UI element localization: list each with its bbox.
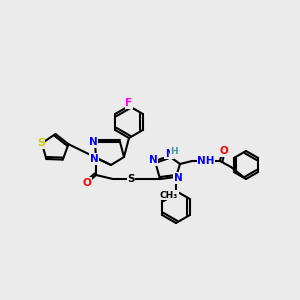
Text: CH₃: CH₃ <box>160 190 178 200</box>
Text: S: S <box>127 174 135 184</box>
Text: F: F <box>125 98 133 108</box>
Text: NH: NH <box>197 156 215 166</box>
Text: O: O <box>82 178 91 188</box>
Text: O: O <box>220 146 228 156</box>
Text: N: N <box>90 154 98 164</box>
Text: N: N <box>88 137 98 147</box>
Text: N: N <box>165 149 173 159</box>
Text: H: H <box>170 148 178 157</box>
Text: N: N <box>148 155 158 165</box>
Text: S: S <box>37 138 45 148</box>
Text: N: N <box>174 173 182 183</box>
